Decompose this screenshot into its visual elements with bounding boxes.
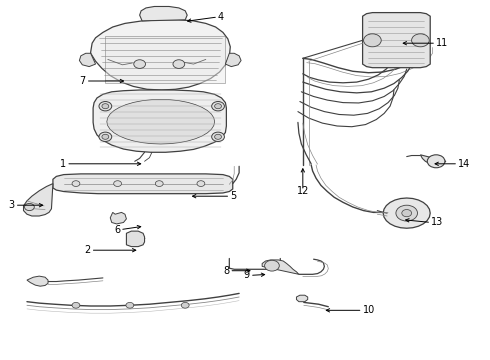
Circle shape: [114, 181, 122, 186]
Polygon shape: [225, 53, 241, 67]
Circle shape: [212, 132, 224, 141]
Circle shape: [364, 34, 381, 47]
Polygon shape: [91, 20, 230, 90]
Polygon shape: [107, 99, 215, 144]
Text: 6: 6: [114, 225, 120, 235]
Polygon shape: [24, 184, 53, 216]
Polygon shape: [296, 295, 308, 302]
Circle shape: [99, 132, 112, 141]
Polygon shape: [140, 6, 187, 21]
Circle shape: [197, 181, 205, 186]
Text: 7: 7: [79, 76, 86, 86]
Circle shape: [427, 155, 445, 168]
Circle shape: [24, 203, 34, 211]
Circle shape: [102, 104, 109, 109]
Circle shape: [265, 260, 279, 271]
Polygon shape: [420, 155, 446, 165]
Circle shape: [212, 102, 224, 111]
Circle shape: [99, 102, 112, 111]
Polygon shape: [53, 174, 233, 194]
Circle shape: [402, 210, 412, 217]
Circle shape: [72, 302, 80, 308]
Polygon shape: [126, 231, 145, 247]
Polygon shape: [383, 198, 430, 228]
Circle shape: [72, 181, 80, 186]
Text: 11: 11: [436, 38, 448, 48]
Text: 9: 9: [244, 270, 250, 280]
Polygon shape: [93, 90, 226, 152]
Text: 5: 5: [230, 191, 237, 201]
Circle shape: [134, 60, 146, 68]
Text: 2: 2: [84, 245, 91, 255]
Polygon shape: [105, 36, 225, 83]
Circle shape: [102, 134, 109, 139]
Text: 1: 1: [60, 159, 66, 169]
Circle shape: [215, 134, 221, 139]
Text: 13: 13: [431, 217, 443, 228]
Text: 10: 10: [363, 305, 375, 315]
Circle shape: [173, 60, 185, 68]
Text: 4: 4: [218, 12, 224, 22]
Polygon shape: [363, 13, 430, 68]
Circle shape: [215, 104, 221, 109]
Circle shape: [181, 302, 189, 308]
Text: 14: 14: [458, 159, 470, 169]
Text: 8: 8: [223, 266, 229, 276]
Circle shape: [155, 181, 163, 186]
Polygon shape: [110, 212, 126, 224]
Polygon shape: [79, 53, 96, 67]
Text: 3: 3: [9, 200, 15, 210]
Polygon shape: [27, 276, 48, 286]
Text: 12: 12: [296, 186, 309, 196]
Circle shape: [396, 205, 417, 221]
Circle shape: [412, 34, 429, 47]
Polygon shape: [262, 260, 299, 274]
Circle shape: [126, 302, 134, 308]
